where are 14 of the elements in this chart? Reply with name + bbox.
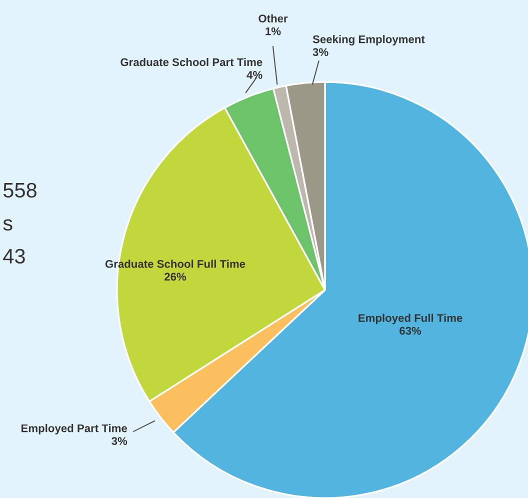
data-label: 4% — [246, 71, 262, 79]
data-label: 3% — [312, 48, 328, 56]
data-label: 63% — [400, 326, 422, 335]
text: 43 — [3, 248, 25, 264]
slice-label: Employed Part Time — [22, 424, 128, 434]
slice-label: Employed Full Time — [358, 314, 462, 324]
data-label: 1% — [266, 27, 281, 36]
text: s — [3, 219, 12, 231]
slice-label: Graduate School Part Time — [120, 58, 262, 66]
slice-label: Seeking Employment — [312, 35, 425, 46]
slice-label: Other — [258, 14, 288, 22]
text: 558 — [3, 182, 36, 198]
data-label: 3% — [112, 437, 128, 445]
data-label: 26% — [164, 272, 186, 281]
